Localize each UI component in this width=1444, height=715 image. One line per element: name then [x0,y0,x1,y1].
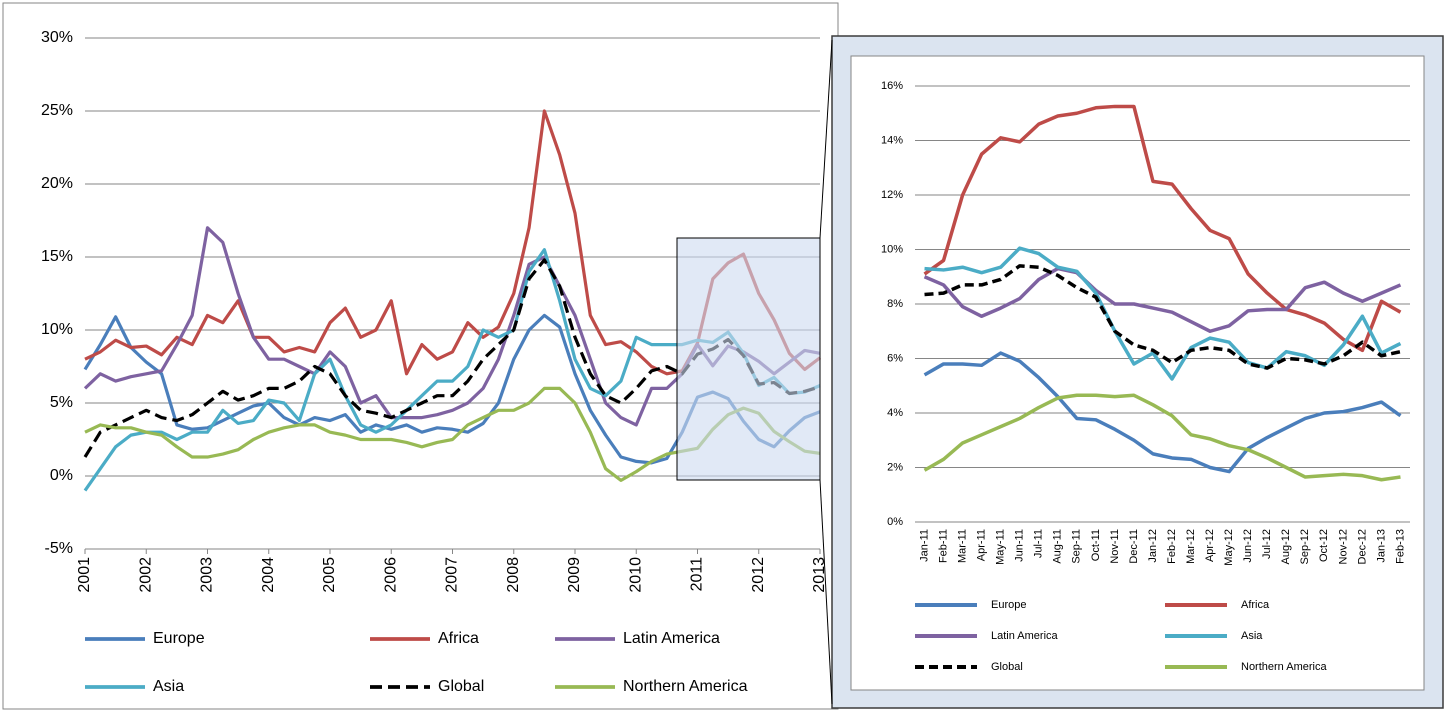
y-tick-label: 10% [881,243,903,255]
x-tick-label: Jan-11 [918,529,930,562]
x-tick-label: May-11 [995,529,1007,565]
series-line [924,264,1401,370]
y-tick-label: 12% [881,189,903,201]
x-tick-label: Jun-12 [1242,529,1254,563]
x-tick-label: Oct-11 [1090,529,1102,561]
x-tick-label: Nov-11 [1109,529,1121,564]
series-line [923,393,1401,482]
y-tick-label: 5% [50,394,73,411]
y-tick-label: 2% [887,461,903,473]
legend-label: Africa [1241,599,1270,611]
callout-line [819,39,833,239]
series-line [923,104,1402,353]
y-tick-label: 25% [41,102,73,119]
legend-label: Europe [153,630,205,647]
y-tick-label: 0% [50,467,73,484]
x-tick-label: 2013 [811,557,828,593]
series-line [923,266,1402,333]
x-tick-label: Jul-12 [1261,529,1273,559]
series-line [923,351,1402,474]
y-tick-label: 15% [41,248,73,265]
x-tick-label: 2009 [566,557,583,593]
x-tick-label: 2011 [689,557,706,592]
x-tick-label: Oct-12 [1318,529,1330,562]
x-tick-label: 2006 [382,557,399,593]
legend-label: Latin America [623,630,720,647]
x-tick-label: 2001 [76,557,93,593]
legend-label: Global [438,678,484,695]
x-tick-label: 2010 [627,557,644,593]
legend-label: Asia [1241,630,1263,642]
x-tick-label: 2002 [137,557,154,593]
y-tick-label: 16% [881,80,903,92]
legend-label: Europe [991,599,1026,611]
x-tick-label: 2003 [199,557,216,593]
y-tick-label: 10% [41,321,73,338]
zoom-highlight [676,237,821,481]
x-tick-label: Feb-11 [937,529,949,563]
x-tick-label: 2005 [321,557,338,593]
y-tick-label: 0% [887,516,903,528]
y-tick-label: 14% [881,134,903,146]
legend-label: Latin America [991,630,1059,642]
x-tick-label: Jan-12 [1147,529,1159,563]
inset-panel [850,55,1425,691]
y-tick-label: -5% [45,540,73,557]
x-tick-label: Jun-11 [1014,529,1026,562]
inset-plot: 0% 2% 4% 6% 8% 10% 12% 14% 16% Jan-11 Feb-11 Mar-11… [881,80,1410,673]
x-tick-label: May-12 [1223,529,1235,566]
y-tick-label: 4% [887,407,903,419]
x-tick-label: Apr-11 [976,529,988,561]
x-tick-label: 2008 [505,557,522,593]
x-tick-label: Feb-13 [1394,529,1406,564]
x-tick-label: 2004 [260,557,277,593]
y-tick-label: 30% [41,29,73,46]
x-tick-label: Sep-11 [1071,529,1083,564]
x-tick-label: Dec-12 [1356,529,1368,564]
x-tick-label: Dec-11 [1128,529,1140,564]
x-tick-label: Nov-12 [1337,529,1349,564]
x-tick-label: Mar-12 [1185,529,1197,564]
legend-label: Global [991,661,1023,673]
legend-label: Northern America [1241,661,1327,673]
x-tick-label: Aug-12 [1280,529,1292,564]
callout-line [819,479,833,705]
legend-label: Northern America [623,678,748,695]
x-tick-label: Jul-11 [1033,529,1045,558]
legend-label: Asia [153,678,184,695]
x-tick-label: Sep-12 [1299,529,1311,564]
x-tick-label: 2007 [444,557,461,593]
y-tick-label: 8% [887,298,903,310]
y-tick-label: 6% [887,352,903,364]
x-tick-label: 2012 [750,557,767,593]
x-tick-label: Feb-12 [1166,529,1178,564]
x-tick-label: Mar-11 [957,529,969,563]
x-tick-label: Jan-13 [1375,529,1387,563]
x-tick-label: Aug-11 [1052,529,1064,564]
y-tick-label: 20% [41,175,73,192]
x-tick-label: Apr-12 [1204,529,1216,562]
legend-label: Africa [438,630,479,647]
